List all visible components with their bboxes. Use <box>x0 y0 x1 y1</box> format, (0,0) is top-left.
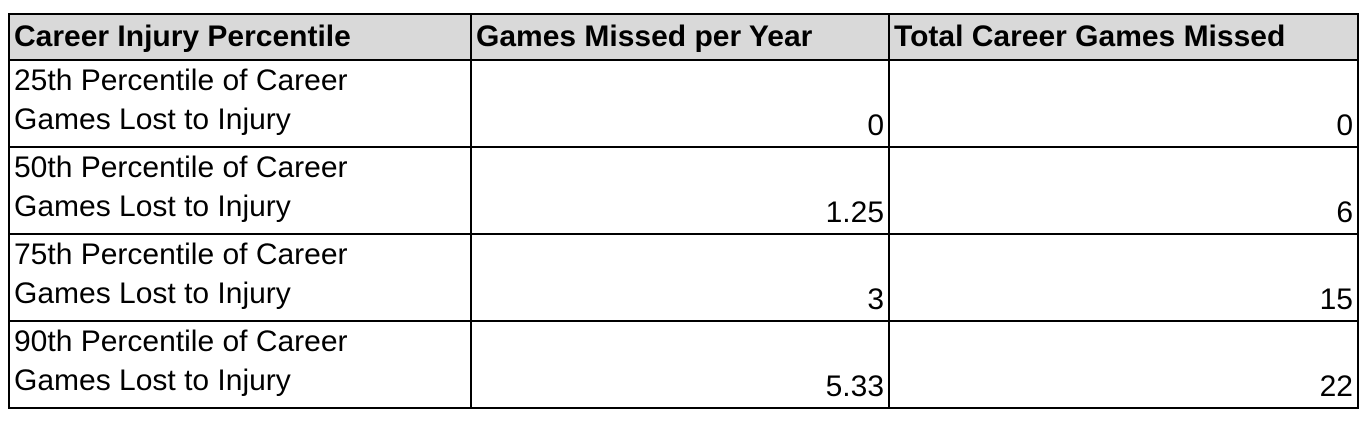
row-label-cell: 50th Percentile of Career Games Lost to … <box>8 146 472 235</box>
row-label: 25th Percentile of Career Games Lost to … <box>14 64 348 136</box>
row-label-cell: 90th Percentile of Career Games Lost to … <box>8 320 472 409</box>
table-row: 75th Percentile of Career Games Lost to … <box>8 233 1359 322</box>
value-cell: 6 <box>888 146 1359 235</box>
value-cell: 1.25 <box>470 146 890 235</box>
table-body: 25th Percentile of Career Games Lost to … <box>8 59 1359 409</box>
value-cell: 15 <box>888 233 1359 322</box>
header-row: Career Injury Percentile Games Missed per… <box>8 13 1359 61</box>
value-cell: 3 <box>470 233 890 322</box>
header-cell: Career Injury Percentile <box>8 13 472 61</box>
header-cell: Total Career Games Missed <box>888 13 1359 61</box>
value-cell: 22 <box>888 320 1359 409</box>
value-cell: 0 <box>888 59 1359 148</box>
row-label-cell: 25th Percentile of Career Games Lost to … <box>8 59 472 148</box>
value-cell: 5.33 <box>470 320 890 409</box>
header-cell: Games Missed per Year <box>470 13 890 61</box>
row-label-cell: 75th Percentile of Career Games Lost to … <box>8 233 472 322</box>
row-label: 50th Percentile of Career Games Lost to … <box>14 151 348 223</box>
table-row: 50th Percentile of Career Games Lost to … <box>8 146 1359 235</box>
row-label: 75th Percentile of Career Games Lost to … <box>14 238 348 310</box>
value-cell: 0 <box>470 59 890 148</box>
row-label: 90th Percentile of Career Games Lost to … <box>14 325 348 397</box>
table-row: 90th Percentile of Career Games Lost to … <box>8 320 1359 409</box>
data-table: Career Injury Percentile Games Missed per… <box>8 13 1359 409</box>
table-row: 25th Percentile of Career Games Lost to … <box>8 59 1359 148</box>
